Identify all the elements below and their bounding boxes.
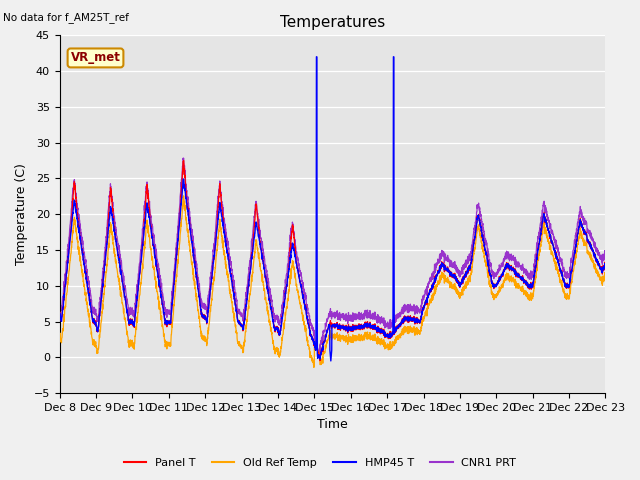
Legend: Panel T, Old Ref Temp, HMP45 T, CNR1 PRT: Panel T, Old Ref Temp, HMP45 T, CNR1 PRT [119,453,521,472]
Text: No data for f_AM25T_ref: No data for f_AM25T_ref [3,12,129,23]
Y-axis label: Temperature (C): Temperature (C) [15,163,28,265]
Title: Temperatures: Temperatures [280,15,385,30]
X-axis label: Time: Time [317,419,348,432]
Text: VR_met: VR_met [70,51,120,64]
